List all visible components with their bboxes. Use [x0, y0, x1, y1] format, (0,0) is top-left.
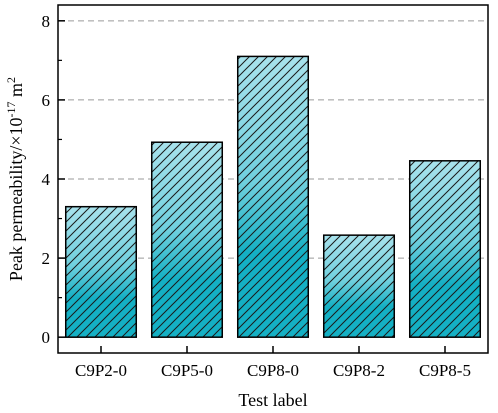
- x-tick-label: C9P8-2: [333, 361, 385, 380]
- x-tick-label: C9P5-0: [161, 361, 213, 380]
- x-axis-title: Test label: [238, 390, 307, 410]
- y-tick-label: 2: [42, 249, 51, 268]
- bars: [64, 55, 482, 338]
- x-tick-label: C9P8-0: [247, 361, 299, 380]
- y-axis-title-unit: m: [6, 83, 26, 102]
- y-axis-title-unit-exponent: 2: [4, 77, 18, 83]
- bar-hatch: [64, 205, 138, 338]
- y-tick-label: 4: [42, 170, 51, 189]
- bar-c9p8-0: [236, 55, 310, 338]
- bar-c9p8-2: [322, 234, 396, 338]
- bar-hatch: [236, 55, 310, 338]
- y-tick-label: 6: [42, 91, 51, 110]
- bar-hatch: [150, 141, 224, 338]
- y-axis-ticks: 0 2 4 6 8: [42, 12, 65, 347]
- y-axis-title-exponent: -17: [4, 101, 18, 117]
- bar-hatch: [322, 234, 396, 338]
- y-axis-title: Peak permeability/×10-17 m2: [4, 77, 26, 281]
- y-axis-title-main: Peak permeability/×10: [6, 117, 26, 281]
- y-tick-label: 0: [42, 328, 51, 347]
- bar-hatch: [408, 160, 482, 338]
- bar-c9p2-0: [64, 205, 138, 338]
- y-tick-label: 8: [42, 12, 51, 31]
- x-tick-label: C9P2-0: [75, 361, 127, 380]
- x-axis-ticks: C9P2-0 C9P5-0 C9P8-0 C9P8-2 C9P8-5: [75, 346, 471, 380]
- bar-c9p8-5: [408, 160, 482, 338]
- x-tick-label: C9P8-5: [419, 361, 471, 380]
- bar-c9p5-0: [150, 141, 224, 338]
